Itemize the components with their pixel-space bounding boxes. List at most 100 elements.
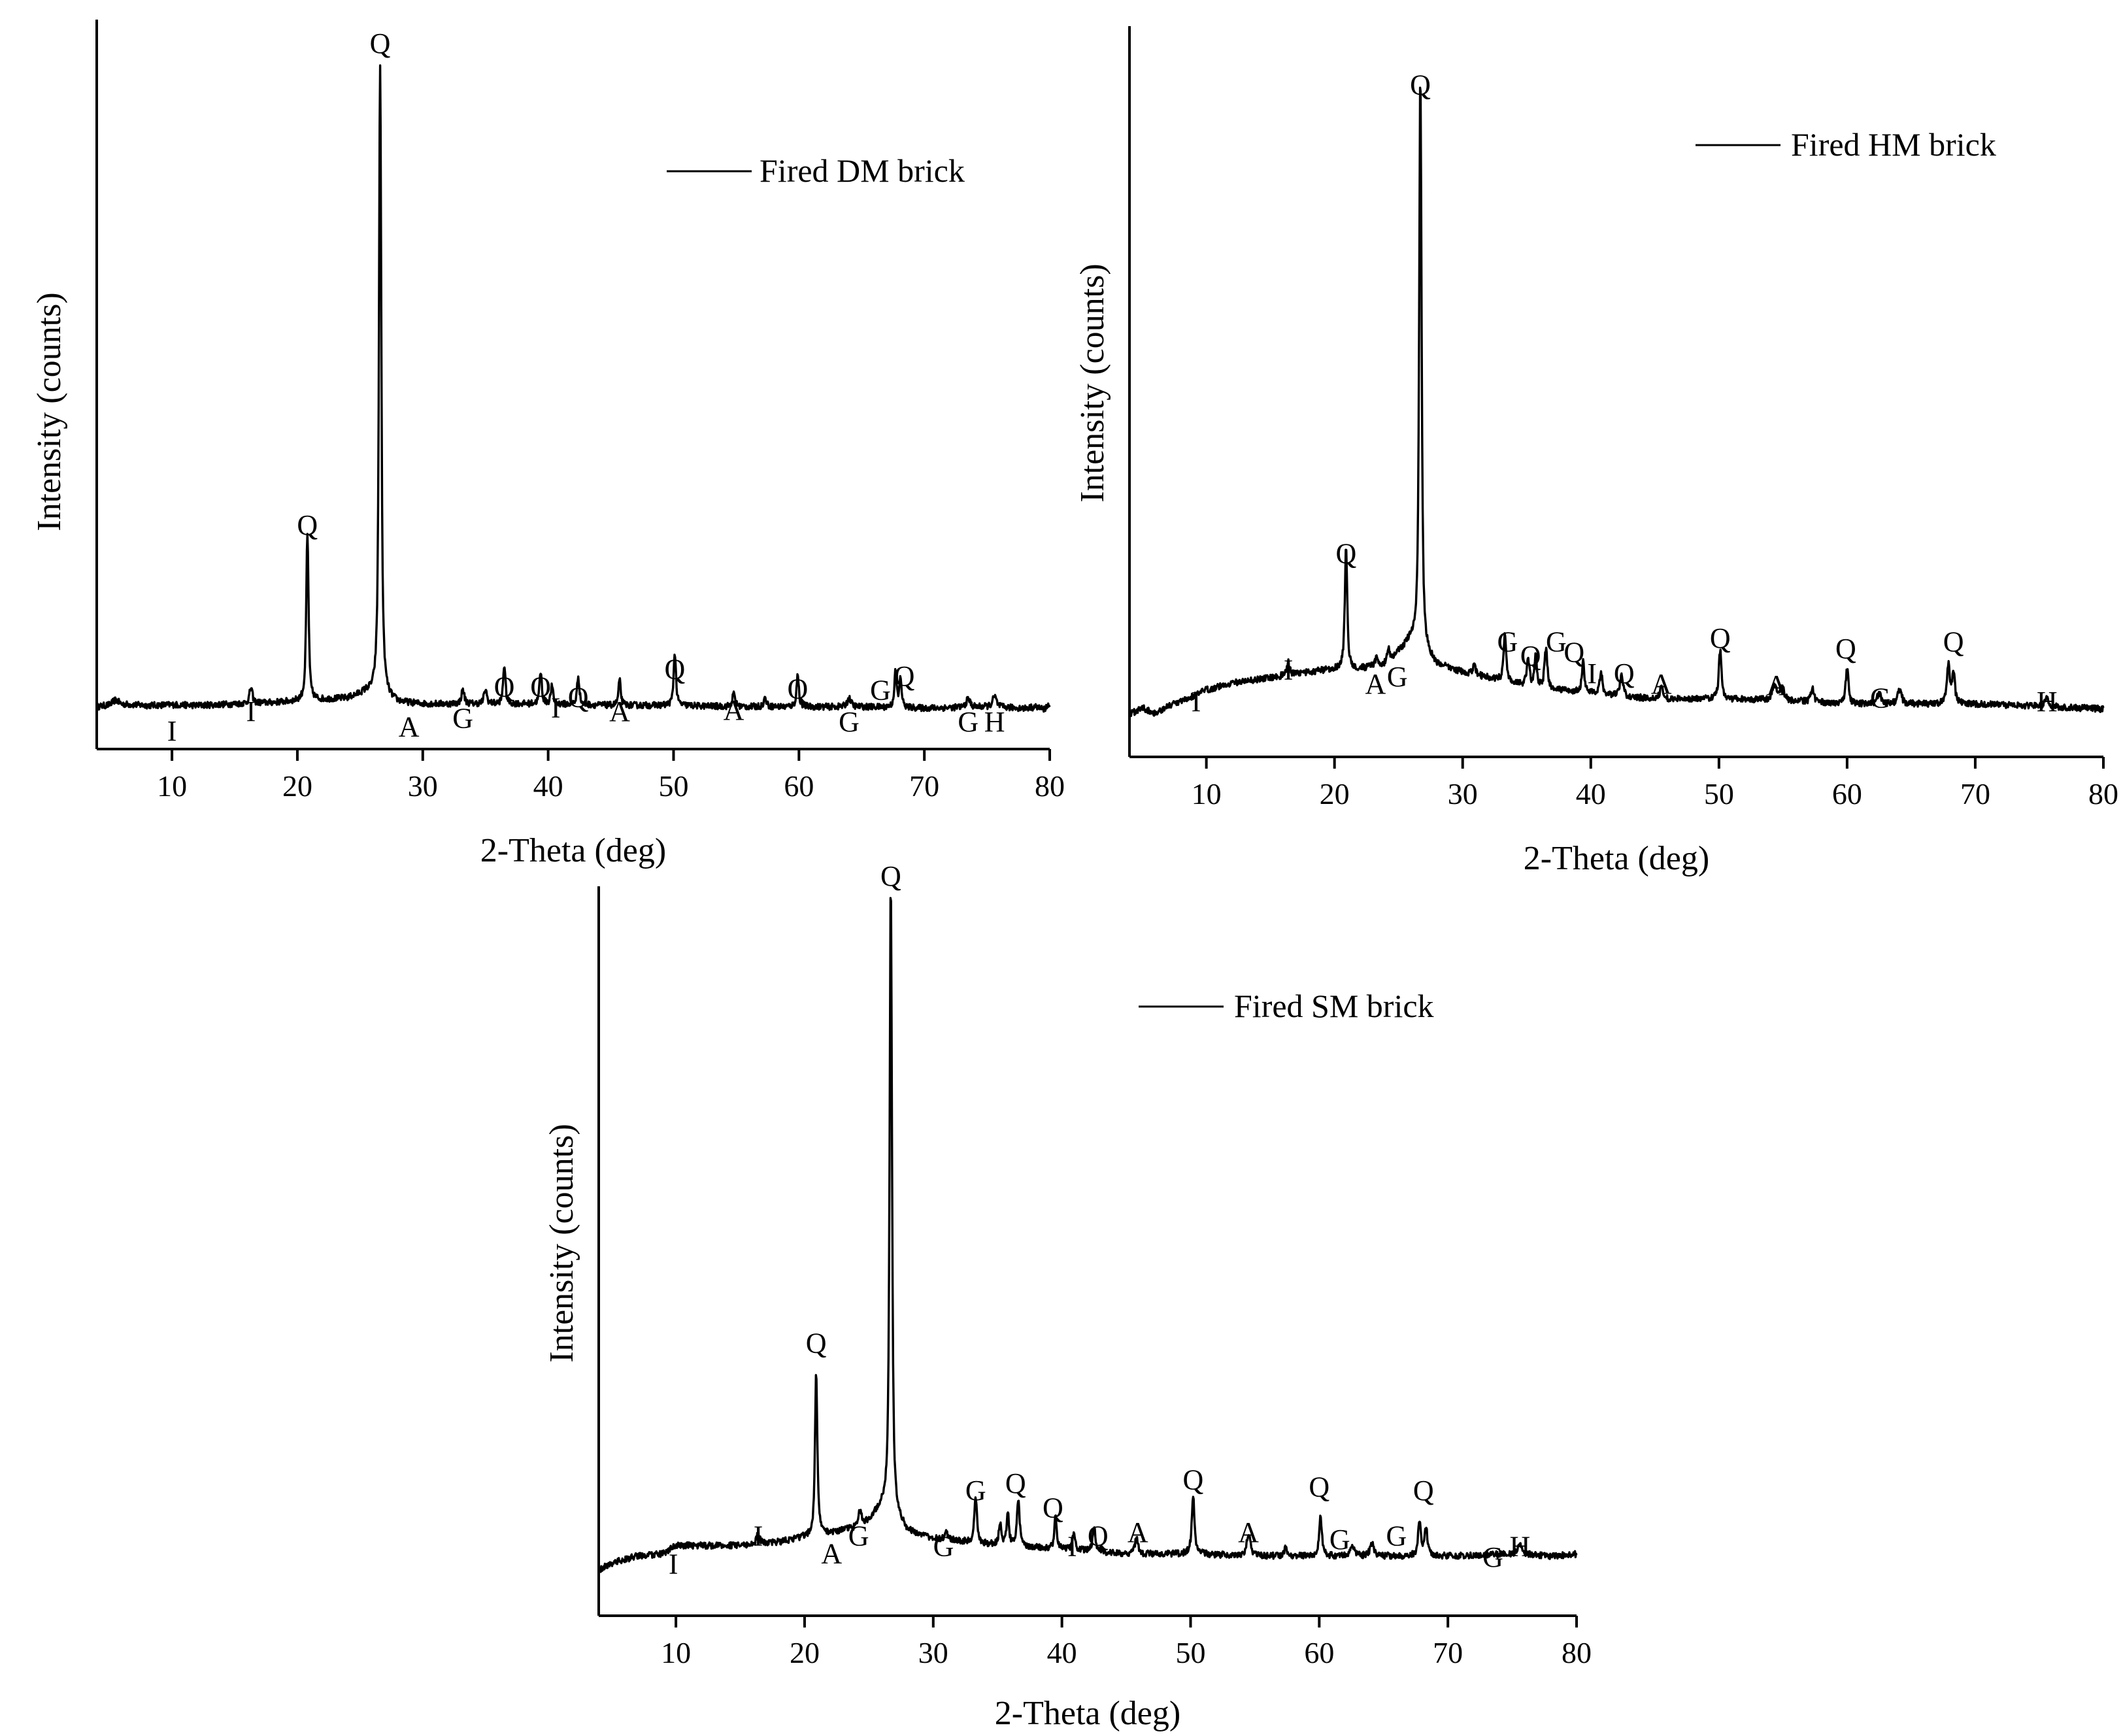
peak-label: Q (1835, 633, 1856, 665)
x-tick-label: 60 (1304, 1636, 1334, 1669)
peak-label: A (724, 694, 744, 726)
peak-label: A (1128, 1516, 1148, 1548)
peak-label: Q (1410, 69, 1431, 101)
peak-label: Q (894, 660, 915, 692)
peak-label: A (609, 695, 630, 727)
peak-label: I (1192, 686, 1201, 718)
x-tick-label: 20 (1320, 777, 1350, 810)
x-tick-label: 40 (1576, 777, 1606, 810)
peak-label: G (452, 703, 473, 735)
peak-label: G (839, 706, 860, 738)
peak-label: Q (1309, 1471, 1329, 1503)
x-tick-label: 70 (1433, 1636, 1463, 1669)
x-tick-label: 60 (1832, 777, 1862, 810)
x-tick-label: 50 (1175, 1636, 1205, 1669)
peak-label: Q (806, 1327, 827, 1359)
peak-label: H (984, 706, 1005, 738)
peak-label: G (1870, 682, 1891, 714)
peak-label: Q (1183, 1464, 1204, 1496)
x-tick-label: 40 (533, 769, 563, 803)
peak-label: Q (1413, 1475, 1434, 1507)
x-tick-label: 30 (408, 769, 438, 803)
x-tick-label: 40 (1047, 1636, 1077, 1669)
x-tick-label: 10 (157, 769, 187, 803)
peak-label: Q (297, 509, 318, 541)
peak-label: G (1546, 626, 1567, 658)
y-axis-label: Intensity (counts) (543, 1124, 580, 1362)
x-tick-label: 70 (909, 769, 939, 803)
x-ticks: 10 20 30 40 50 60 70 80 (157, 749, 1065, 803)
peak-label: Q (1943, 626, 1964, 658)
peak-label: Q (1520, 640, 1541, 672)
peak-label: G (870, 675, 891, 707)
peak-label: G (933, 1531, 954, 1563)
legend-label: Fired DM brick (760, 152, 965, 189)
peak-label: Q (530, 671, 551, 703)
y-axis-label: Intensity (counts) (1074, 263, 1111, 502)
peak-label: A (1766, 669, 1787, 701)
peak-label: G (958, 706, 978, 738)
peak-label: I (1284, 654, 1294, 686)
peak-label: I (1587, 658, 1597, 690)
x-tick-label: 50 (1704, 777, 1734, 810)
x-tick-label: 20 (790, 1636, 820, 1669)
peak-label: A (821, 1537, 842, 1569)
peak-label: Q (1088, 1520, 1109, 1552)
peak-label: G (965, 1475, 986, 1507)
peak-label: Q (494, 671, 515, 703)
peak-label: Q (370, 27, 391, 59)
data-series-line (1128, 86, 2105, 718)
peak-label: Q (1614, 658, 1635, 690)
peak-label: I (1067, 1531, 1077, 1563)
peak-label: G (1497, 626, 1518, 658)
peak-label: H (1509, 1531, 1530, 1563)
data-series-line (95, 64, 1051, 713)
peak-label: A (1238, 1516, 1259, 1548)
peak-label: I (754, 1520, 763, 1552)
peak-label: Q (1005, 1467, 1026, 1499)
x-tick-label: 20 (282, 769, 312, 803)
legend-label: Fired HM brick (1791, 126, 1996, 163)
x-axis-label: 2-Theta (deg) (480, 832, 666, 869)
x-ticks: 10 20 30 40 50 60 70 80 (661, 1616, 1592, 1669)
peak-label: H (2037, 686, 2058, 718)
peak-label: Q (568, 681, 589, 713)
peak-label: Q (1043, 1492, 1063, 1524)
x-tick-label: 10 (1192, 777, 1222, 810)
peak-label: Q (880, 860, 901, 892)
peak-label: I (167, 715, 177, 747)
x-tick-label: 30 (1448, 777, 1478, 810)
peak-label: A (399, 711, 420, 743)
peak-label: I (551, 692, 561, 724)
peak-label: Q (1335, 538, 1356, 570)
peak-label: I (669, 1548, 678, 1580)
peak-label: G (848, 1520, 869, 1552)
x-tick-label: 50 (658, 769, 688, 803)
x-axis-label: 2-Theta (deg) (1524, 840, 1709, 877)
peak-label: G (1387, 661, 1408, 693)
peak-label: Q (1563, 636, 1584, 668)
peak-label: Q (788, 673, 809, 705)
x-ticks: 10 20 30 40 50 60 70 80 (1192, 757, 2118, 810)
peak-label: G (1482, 1541, 1503, 1573)
peak-label: Q (665, 653, 686, 685)
peak-label: I (246, 695, 256, 727)
y-axis-label: Intensity (counts) (31, 292, 68, 531)
x-tick-label: 80 (1035, 769, 1065, 803)
x-tick-label: 10 (661, 1636, 691, 1669)
peak-label: A (1651, 668, 1672, 700)
x-axis-label: 2-Theta (deg) (995, 1695, 1180, 1732)
peak-label: G (1329, 1524, 1350, 1556)
x-tick-label: 80 (2088, 777, 2118, 810)
data-series-line (597, 897, 1578, 1573)
x-tick-label: 70 (1960, 777, 1990, 810)
peak-label: G (1386, 1520, 1407, 1552)
x-tick-label: 30 (918, 1636, 948, 1669)
